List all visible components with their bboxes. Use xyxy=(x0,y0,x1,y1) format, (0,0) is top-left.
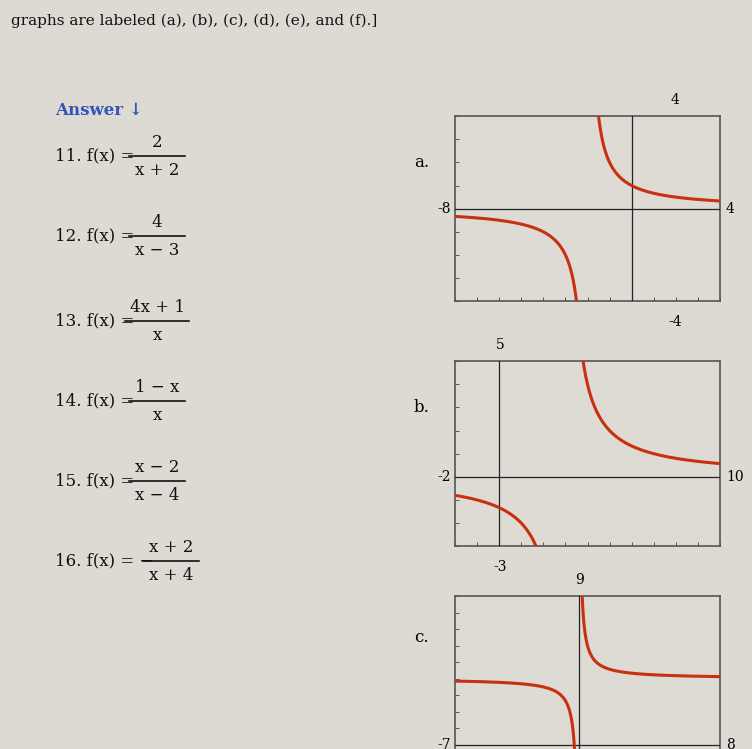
Text: c.: c. xyxy=(414,629,429,646)
Text: x: x xyxy=(153,327,162,344)
Text: 10: 10 xyxy=(726,470,744,484)
Text: b.: b. xyxy=(414,399,429,416)
Text: -3: -3 xyxy=(493,560,507,574)
Text: x − 2: x − 2 xyxy=(135,458,179,476)
Text: -7: -7 xyxy=(438,738,451,749)
Text: 4: 4 xyxy=(671,93,679,107)
Text: 9: 9 xyxy=(575,573,584,587)
Text: x + 2: x + 2 xyxy=(149,539,193,556)
Text: x: x xyxy=(153,407,162,424)
Text: -8: -8 xyxy=(438,201,451,216)
Text: x + 4: x + 4 xyxy=(149,567,193,583)
Text: 4x + 1: 4x + 1 xyxy=(129,299,184,315)
Text: 15. f(x) =: 15. f(x) = xyxy=(55,473,135,490)
Text: 14. f(x) =: 14. f(x) = xyxy=(55,392,135,410)
Text: graphs are labeled (a), (b), (c), (d), (e), and (f).]: graphs are labeled (a), (b), (c), (d), (… xyxy=(11,13,378,28)
Text: x − 3: x − 3 xyxy=(135,242,179,258)
Text: 2: 2 xyxy=(152,133,162,151)
Text: a.: a. xyxy=(414,154,429,171)
Text: 12. f(x) =: 12. f(x) = xyxy=(55,228,135,245)
Text: 13. f(x) =: 13. f(x) = xyxy=(55,312,135,330)
Text: 4: 4 xyxy=(152,213,162,231)
Text: Answer ↓: Answer ↓ xyxy=(55,101,143,118)
Text: -2: -2 xyxy=(438,470,451,484)
Text: 4: 4 xyxy=(726,201,735,216)
Text: 5: 5 xyxy=(496,339,505,352)
Text: 11. f(x) =: 11. f(x) = xyxy=(55,148,135,165)
Text: 16. f(x) = −: 16. f(x) = − xyxy=(55,553,153,570)
Text: 8: 8 xyxy=(726,738,735,749)
Text: x − 4: x − 4 xyxy=(135,487,179,503)
Text: 1 − x: 1 − x xyxy=(135,379,179,395)
Text: x + 2: x + 2 xyxy=(135,162,179,179)
Text: -4: -4 xyxy=(668,315,682,329)
